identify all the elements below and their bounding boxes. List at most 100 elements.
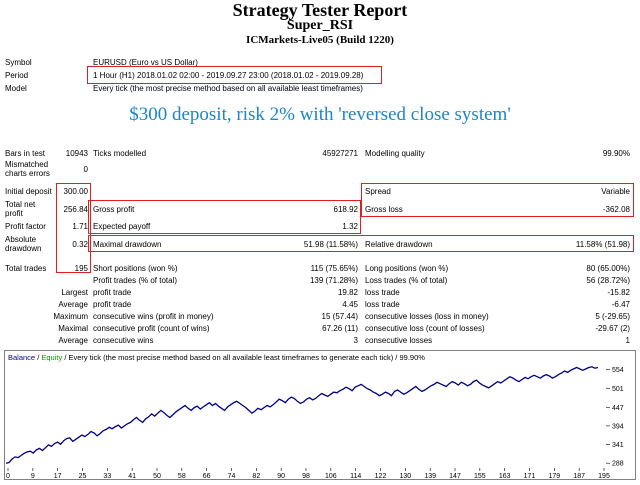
deposit-column-highlight xyxy=(56,183,91,273)
x-tick-label: 33 xyxy=(103,473,111,480)
netprofit-label-line2: profit xyxy=(5,209,23,218)
ptrades-label: Profit trades (% of total) xyxy=(93,276,178,285)
bars-label: Bars in test xyxy=(5,149,46,158)
largest-profit-label: profit trade xyxy=(93,288,132,297)
quality-label: Modelling quality xyxy=(365,149,425,158)
chart-header-balance: Balance xyxy=(8,353,35,362)
maxlosses-label: consecutive losses (loss in money) xyxy=(365,312,489,321)
absdd-value: 0.32 xyxy=(72,240,88,249)
chart-header: Balance / Equity / Every tick (the most … xyxy=(8,353,425,362)
grossprofit-label: Gross profit xyxy=(93,205,135,214)
short-value: 115 (75.65%) xyxy=(310,264,358,273)
chart-header-rest: / Every tick (the most precise method ba… xyxy=(62,353,425,362)
ptrades-value: 139 (71.28%) xyxy=(309,276,358,285)
avgwins-label: consecutive wins xyxy=(93,336,154,345)
x-tick-label: 0 xyxy=(6,473,10,480)
payoff-label: Expected payoff xyxy=(93,222,151,231)
x-tick-label: 130 xyxy=(399,473,411,480)
mismatch-value: 0 xyxy=(83,165,88,174)
average-profit-label: profit trade xyxy=(93,300,132,309)
report-title: Strategy Tester Report xyxy=(232,0,408,20)
largest-loss-label: loss trade xyxy=(365,288,400,297)
symbol-value: EURUSD (Euro vs US Dollar) xyxy=(93,58,198,67)
x-axis-ticks: 0 9 17 25 33 41 50 58 66 74 82 90 98 106 114 122 130 139 1… xyxy=(6,468,610,480)
x-tick-label: 9 xyxy=(31,473,35,480)
x-tick-label: 114 xyxy=(350,473,361,480)
deposit-value: 300.00 xyxy=(63,187,88,196)
grossprofit-value: 618.92 xyxy=(333,205,358,214)
grossloss-label: Gross loss xyxy=(365,205,403,214)
maxwins-value: 15 (57.44) xyxy=(321,312,358,321)
ltrades-value: 56 (28.72%) xyxy=(586,276,630,285)
x-tick-label: 171 xyxy=(524,473,536,480)
long-label: Long positions (won %) xyxy=(365,264,449,273)
server-build: ICMarkets-Live05 (Build 1220) xyxy=(246,34,394,46)
ticks-label: Ticks modelled xyxy=(93,149,147,158)
y-axis-ticks: 554 501 447 394 341 288 xyxy=(606,367,624,468)
x-tick-label: 82 xyxy=(252,473,260,480)
period-highlight xyxy=(87,66,382,84)
symbol-label: Symbol xyxy=(5,58,32,67)
mismatch-label-line1: Mismatched xyxy=(5,160,49,169)
reldd-value: 11.58% (51.98) xyxy=(575,240,630,249)
mismatch-label-line2: charts errors xyxy=(5,169,50,178)
y-tick-label: 288 xyxy=(612,461,624,468)
maxloss-label: consecutive loss (count of losses) xyxy=(365,324,485,333)
x-tick-label: 98 xyxy=(302,473,310,480)
x-tick-label: 106 xyxy=(325,473,337,480)
profitfactor-label: Profit factor xyxy=(5,222,46,231)
maxwins-label: consecutive wins (profit in money) xyxy=(93,312,214,321)
x-tick-label: 187 xyxy=(573,473,585,480)
x-tick-label: 179 xyxy=(548,473,560,480)
period-label: Period xyxy=(5,71,29,80)
quality-value: 99.90% xyxy=(602,149,630,158)
grossloss-value: -362.08 xyxy=(602,205,630,214)
average2-label: Average xyxy=(58,336,88,345)
maxlosses-value: 5 (-29.65) xyxy=(595,312,630,321)
ticks-value: 45927271 xyxy=(322,149,358,158)
average-label: Average xyxy=(58,300,88,309)
deposit-label: Initial deposit xyxy=(5,187,52,196)
x-tick-label: 139 xyxy=(424,473,436,480)
y-tick-label: 554 xyxy=(612,367,624,374)
largest-label: Largest xyxy=(61,288,88,297)
x-tick-label: 58 xyxy=(178,473,186,480)
payoff-value: 1.32 xyxy=(342,222,358,231)
avgwins-value: 3 xyxy=(353,336,358,345)
period-value: 1 Hour (H1) 2018.01.02 02:00 - 2019.09.2… xyxy=(93,71,364,80)
x-tick-label: 195 xyxy=(598,473,610,480)
absdd-label-line2: drawdown xyxy=(5,244,42,253)
maxloss-value: -29.67 (2) xyxy=(595,324,630,333)
drawdown-highlight xyxy=(88,235,634,252)
spread-grossloss-highlight xyxy=(361,183,634,217)
y-tick-label: 501 xyxy=(612,386,624,393)
balance-chart-svg: Balance / Equity / Every tick (the most … xyxy=(4,350,636,480)
profitfactor-value: 1.71 xyxy=(72,222,88,231)
spread-label: Spread xyxy=(365,187,391,196)
x-tick-label: 41 xyxy=(128,473,136,480)
spread-value: Variable xyxy=(601,187,630,196)
avglosses-label: consecutive losses xyxy=(365,336,433,345)
x-tick-label: 17 xyxy=(54,473,62,480)
x-tick-label: 66 xyxy=(203,473,211,480)
maxprofit-label: consecutive profit (count of wins) xyxy=(93,324,210,333)
x-tick-label: 90 xyxy=(277,473,285,480)
netprofit-label-line1: Total net xyxy=(5,200,36,209)
reldd-label: Relative drawdown xyxy=(365,240,433,249)
x-tick-label: 147 xyxy=(449,473,461,480)
ltrades-label: Loss trades (% of total) xyxy=(365,276,448,285)
x-tick-label: 50 xyxy=(153,473,161,480)
long-value: 80 (65.00%) xyxy=(586,264,630,273)
balance-line xyxy=(5,366,599,464)
bars-value: 10943 xyxy=(65,149,88,158)
largest-loss-value: -15.82 xyxy=(607,288,630,297)
maxdd-label: Maximal drawdown xyxy=(93,240,162,249)
y-tick-label: 341 xyxy=(612,442,624,449)
chart-header-sep: / xyxy=(35,353,41,362)
x-tick-label: 155 xyxy=(474,473,486,480)
largest-profit-value: 19.82 xyxy=(337,288,358,297)
expert-name: Super_RSI xyxy=(286,18,354,33)
y-tick-label: 447 xyxy=(612,405,624,412)
x-tick-label: 122 xyxy=(375,473,387,480)
netprofit-value: 256.84 xyxy=(63,205,88,214)
